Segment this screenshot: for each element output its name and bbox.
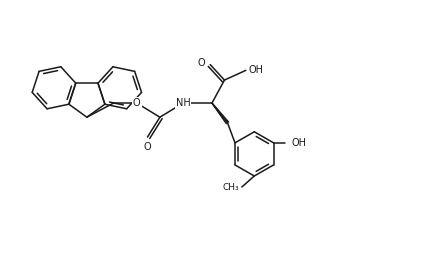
Text: OH: OH: [291, 138, 306, 148]
Text: CH₃: CH₃: [223, 183, 240, 192]
Text: OH: OH: [248, 65, 263, 75]
Text: O: O: [144, 142, 151, 152]
Text: NH: NH: [176, 98, 190, 108]
Text: O: O: [133, 98, 141, 108]
Text: O: O: [197, 58, 205, 68]
